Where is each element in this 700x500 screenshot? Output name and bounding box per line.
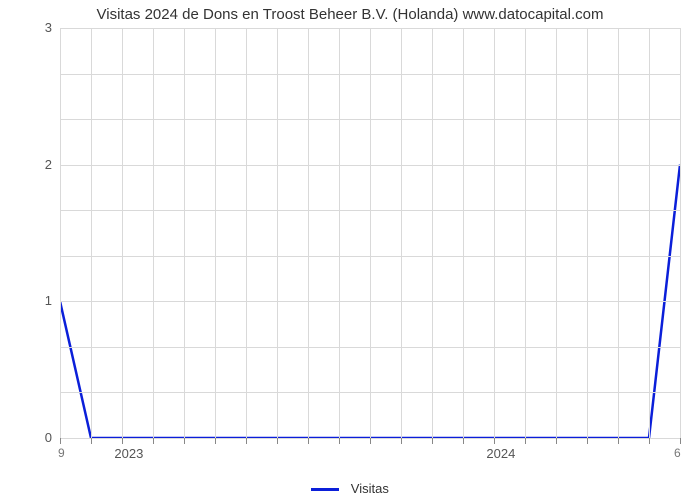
- grid-line-vertical: [556, 28, 557, 438]
- grid-line-vertical: [401, 28, 402, 438]
- x-tick-minor: [153, 438, 154, 444]
- grid-line-vertical: [370, 28, 371, 438]
- x-tick-label: 2023: [114, 446, 143, 461]
- grid-line-vertical: [649, 28, 650, 438]
- legend-label: Visitas: [351, 481, 389, 496]
- x-tick-minor: [60, 438, 61, 444]
- plot-area: [60, 28, 680, 438]
- grid-line-horizontal: [60, 210, 680, 211]
- x-tick-minor: [277, 438, 278, 444]
- x-tick-minor: [680, 438, 681, 444]
- x-tick-minor: [370, 438, 371, 444]
- grid-line-vertical: [215, 28, 216, 438]
- chart-container: Visitas 2024 de Dons en Troost Beheer B.…: [0, 0, 700, 500]
- x-tick-minor: [649, 438, 650, 444]
- x-tick-minor: [463, 438, 464, 444]
- grid-line-vertical: [60, 28, 61, 438]
- grid-line-vertical: [680, 28, 681, 438]
- x-tick-minor: [556, 438, 557, 444]
- grid-line-vertical: [618, 28, 619, 438]
- y-tick-label: 2: [12, 157, 52, 172]
- x-tick-minor: [432, 438, 433, 444]
- corner-label-right: 6: [674, 446, 681, 460]
- legend: Visitas: [0, 481, 700, 496]
- x-tick-minor: [494, 438, 495, 444]
- x-tick-minor: [184, 438, 185, 444]
- legend-swatch: [311, 488, 339, 491]
- y-tick-label: 1: [12, 293, 52, 308]
- grid-line-vertical: [91, 28, 92, 438]
- grid-line-horizontal: [60, 256, 680, 257]
- x-tick-minor: [246, 438, 247, 444]
- x-tick-minor: [525, 438, 526, 444]
- grid-line-vertical: [463, 28, 464, 438]
- grid-line-horizontal: [60, 392, 680, 393]
- grid-line-vertical: [432, 28, 433, 438]
- grid-line-vertical: [339, 28, 340, 438]
- grid-line-horizontal: [60, 301, 680, 302]
- grid-line-horizontal: [60, 165, 680, 166]
- grid-line-vertical: [277, 28, 278, 438]
- x-tick-minor: [91, 438, 92, 444]
- grid-line-vertical: [153, 28, 154, 438]
- x-tick-label: 2024: [486, 446, 515, 461]
- y-tick-label: 0: [12, 430, 52, 445]
- grid-line-horizontal: [60, 28, 680, 29]
- grid-line-vertical: [246, 28, 247, 438]
- x-tick-minor: [401, 438, 402, 444]
- corner-label-left: 9: [58, 446, 65, 460]
- y-tick-label: 3: [12, 20, 52, 35]
- grid-line-vertical: [184, 28, 185, 438]
- x-tick-minor: [339, 438, 340, 444]
- grid-line-vertical: [587, 28, 588, 438]
- x-tick-minor: [587, 438, 588, 444]
- chart-title: Visitas 2024 de Dons en Troost Beheer B.…: [0, 6, 700, 23]
- grid-line-horizontal: [60, 347, 680, 348]
- grid-line-vertical: [308, 28, 309, 438]
- x-tick-minor: [215, 438, 216, 444]
- grid-line-horizontal: [60, 74, 680, 75]
- grid-line-vertical: [122, 28, 123, 438]
- x-tick-minor: [308, 438, 309, 444]
- grid-line-vertical: [525, 28, 526, 438]
- grid-line-horizontal: [60, 119, 680, 120]
- grid-line-vertical: [494, 28, 495, 438]
- x-tick-minor: [122, 438, 123, 444]
- x-tick-minor: [618, 438, 619, 444]
